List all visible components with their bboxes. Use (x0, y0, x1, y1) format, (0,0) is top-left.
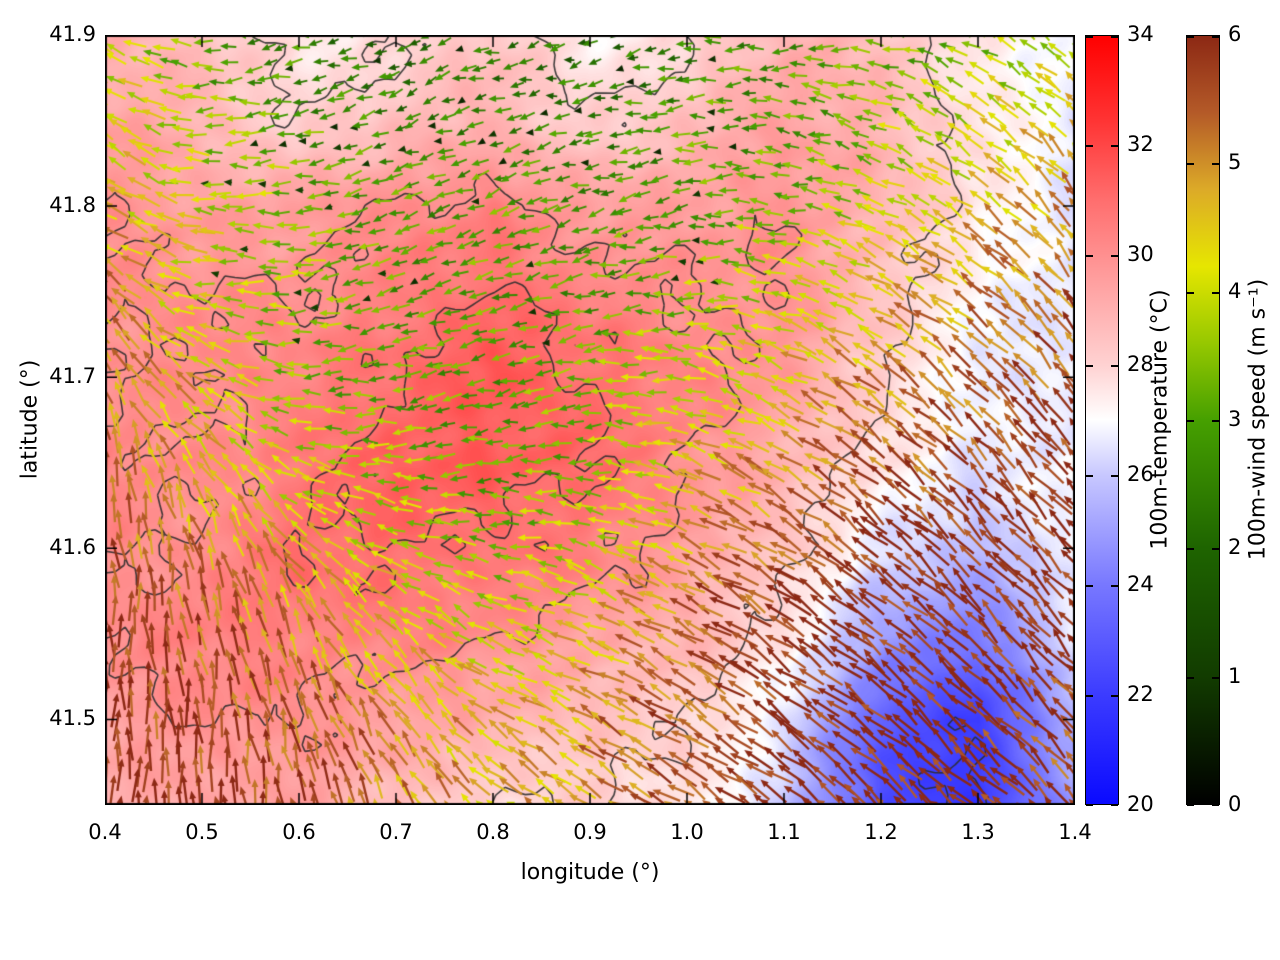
colorbar-tick-mark (1086, 475, 1093, 477)
colorbar-tick-label: 0 (1228, 792, 1242, 816)
colorbar-tick-label: 6 (1228, 22, 1242, 46)
x-axis-label: longitude (°) (520, 860, 660, 885)
colorbar-tick-mark (1212, 163, 1219, 166)
wind-colorbar-label: 100m-wind speed (m s⁻¹) (1245, 278, 1271, 561)
temperature-colorbar-label: 100m-temperature (°C) (1147, 289, 1173, 550)
y-tick-label: 41.5 (49, 706, 96, 731)
map-plot-area (105, 35, 1075, 805)
y-axis-label: latitude (°) (17, 359, 43, 480)
temperature-colorbar (1085, 35, 1119, 806)
colorbar-tick-mark (1086, 36, 1093, 38)
x-tick-label: 1.0 (670, 820, 704, 844)
colorbar-tick-mark (1212, 420, 1219, 422)
x-tick-label: 0.5 (185, 820, 219, 844)
colorbar-tick-mark (1187, 676, 1194, 679)
colorbar-tick-mark (1187, 804, 1194, 806)
colorbar-tick-mark (1187, 420, 1194, 422)
colorbar-tick-mark (1212, 676, 1219, 679)
colorbar-tick-mark (1086, 695, 1093, 697)
colorbar-tick-mark (1111, 475, 1118, 477)
x-tick-label: 0.8 (476, 820, 510, 844)
colorbar-tick-label: 1 (1228, 663, 1242, 688)
x-tick-label: 1.4 (1058, 820, 1092, 844)
colorbar-tick-mark (1086, 365, 1093, 367)
colorbar-tick-label: 32 (1127, 132, 1154, 156)
vector-field-heatmap-canvas (105, 35, 1075, 805)
colorbar-tick-mark (1086, 804, 1093, 806)
colorbar-tick-mark (1086, 255, 1093, 257)
colorbar-tick-mark (1111, 255, 1118, 257)
colorbar-tick-mark (1187, 163, 1194, 166)
colorbar-tick-label: 2 (1228, 535, 1242, 560)
colorbar-tick-label: 20 (1127, 792, 1154, 816)
wind-colorbar (1186, 35, 1220, 806)
x-tick-label: 1.2 (864, 820, 898, 844)
colorbar-tick-mark (1187, 291, 1194, 294)
colorbar-tick-mark (1111, 36, 1118, 38)
colorbar-tick-mark (1212, 36, 1219, 38)
x-tick-label: 0.9 (573, 820, 607, 844)
colorbar-tick-mark (1187, 36, 1194, 38)
y-tick-label: 41.8 (49, 193, 96, 218)
colorbar-tick-mark (1111, 585, 1118, 587)
colorbar-tick-mark (1212, 548, 1219, 551)
x-tick-label: 1.3 (961, 820, 995, 844)
x-tick-label: 0.7 (379, 820, 413, 844)
colorbar-tick-label: 28 (1127, 352, 1154, 376)
colorbar-tick-label: 5 (1228, 150, 1242, 175)
colorbar-tick-mark (1086, 145, 1093, 147)
y-tick-label: 41.7 (49, 364, 96, 389)
colorbar-tick-label: 3 (1228, 407, 1242, 431)
colorbar-tick-mark (1086, 585, 1093, 587)
x-tick-label: 1.1 (767, 820, 801, 844)
colorbar-tick-label: 22 (1127, 682, 1154, 706)
colorbar-tick-label: 26 (1127, 462, 1154, 486)
colorbar-tick-label: 24 (1127, 572, 1154, 596)
colorbar-tick-label: 4 (1228, 278, 1242, 303)
colorbar-tick-mark (1111, 695, 1118, 697)
colorbar-tick-mark (1212, 291, 1219, 294)
colorbar-tick-label: 34 (1127, 22, 1154, 46)
colorbar-tick-mark (1111, 145, 1118, 147)
y-tick-label: 41.6 (49, 535, 96, 560)
y-tick-label: 41.9 (49, 22, 96, 46)
colorbar-tick-mark (1212, 804, 1219, 806)
colorbar-tick-label: 30 (1127, 242, 1154, 266)
colorbar-tick-mark (1187, 548, 1194, 551)
x-tick-label: 0.6 (282, 820, 316, 844)
colorbar-tick-mark (1111, 804, 1118, 806)
x-tick-label: 0.4 (88, 820, 122, 844)
colorbar-tick-mark (1111, 365, 1118, 367)
